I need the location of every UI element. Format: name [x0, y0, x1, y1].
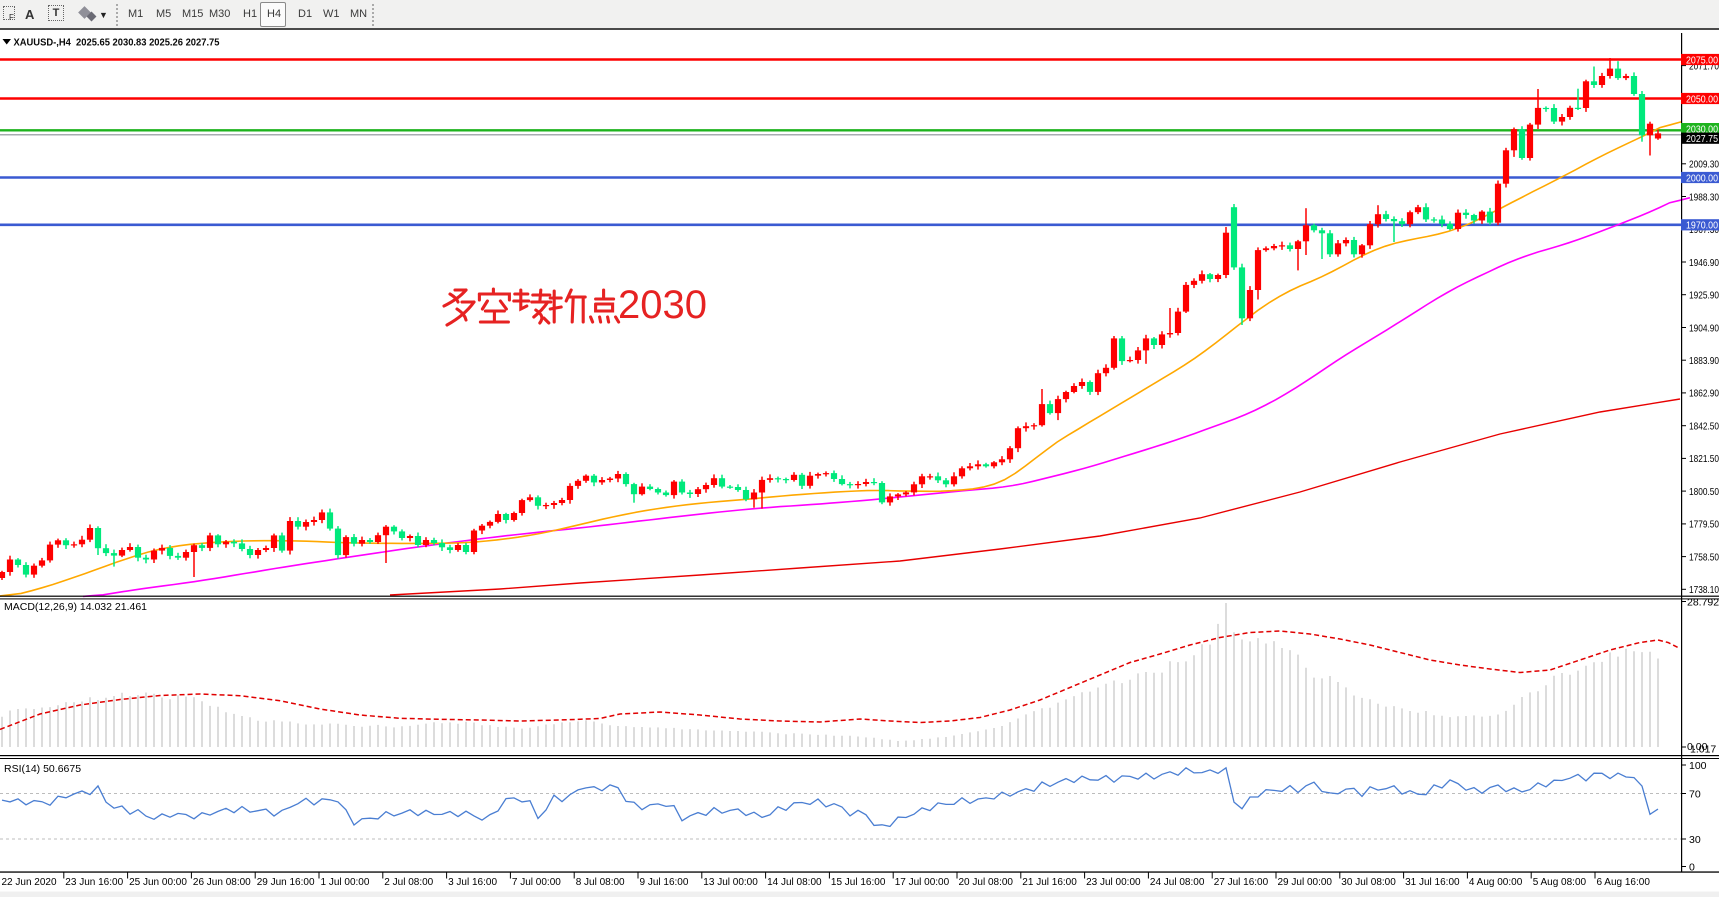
svg-text:1946.90: 1946.90 — [1689, 257, 1719, 269]
svg-text:1.017: 1.017 — [1690, 744, 1716, 756]
svg-text:1883.90: 1883.90 — [1689, 355, 1719, 367]
svg-text:23 Jul 00:00: 23 Jul 00:00 — [1086, 877, 1141, 888]
svg-text:26 Jun 08:00: 26 Jun 08:00 — [193, 877, 251, 888]
svg-text:1738.10: 1738.10 — [1689, 584, 1719, 596]
svg-text:2030: 2030 — [618, 283, 707, 327]
svg-text:30 Jul 08:00: 30 Jul 08:00 — [1341, 877, 1396, 888]
svg-text:0.00: 0.00 — [1687, 741, 1708, 753]
svg-text:0: 0 — [1689, 861, 1695, 873]
svg-text:30: 30 — [1689, 834, 1701, 846]
svg-text:24 Jul 08:00: 24 Jul 08:00 — [1150, 877, 1205, 888]
svg-text:2075.00: 2075.00 — [1686, 54, 1718, 66]
svg-text:RSI(14) 50.6675: RSI(14) 50.6675 — [4, 763, 81, 775]
svg-text:31 Jul 16:00: 31 Jul 16:00 — [1405, 877, 1460, 888]
svg-text:21 Jul 16:00: 21 Jul 16:00 — [1022, 877, 1077, 888]
svg-text:20 Jul 08:00: 20 Jul 08:00 — [959, 877, 1014, 888]
svg-text:70: 70 — [1689, 788, 1701, 800]
svg-text:25 Jun 00:00: 25 Jun 00:00 — [129, 877, 187, 888]
svg-text:29 Jul 00:00: 29 Jul 00:00 — [1278, 877, 1333, 888]
svg-text:1925.90: 1925.90 — [1689, 290, 1719, 302]
svg-text:1988.30: 1988.30 — [1689, 191, 1719, 203]
svg-text:2030.00: 2030.00 — [1686, 124, 1718, 136]
svg-text:29 Jun 16:00: 29 Jun 16:00 — [257, 877, 315, 888]
svg-text:22 Jun 2020: 22 Jun 2020 — [2, 877, 57, 888]
svg-text:4 Aug 00:00: 4 Aug 00:00 — [1469, 877, 1523, 888]
svg-text:1821.50: 1821.50 — [1689, 453, 1719, 465]
svg-text:6 Aug 16:00: 6 Aug 16:00 — [1597, 877, 1651, 888]
svg-text:7 Jul 00:00: 7 Jul 00:00 — [512, 877, 561, 888]
svg-text:2027.75: 2027.75 — [1686, 133, 1718, 145]
svg-text:MACD(12,26,9) 14.032 21.461: MACD(12,26,9) 14.032 21.461 — [4, 601, 147, 613]
svg-text:1862.90: 1862.90 — [1689, 388, 1719, 400]
svg-text:13 Jul 00:00: 13 Jul 00:00 — [703, 877, 758, 888]
svg-text:9 Jul 16:00: 9 Jul 16:00 — [640, 877, 689, 888]
svg-text:23 Jun 16:00: 23 Jun 16:00 — [65, 877, 123, 888]
svg-text:27 Jul 16:00: 27 Jul 16:00 — [1214, 877, 1269, 888]
svg-text:1904.90: 1904.90 — [1689, 322, 1719, 334]
svg-text:1 Jul 00:00: 1 Jul 00:00 — [321, 877, 370, 888]
svg-text:17 Jul 00:00: 17 Jul 00:00 — [895, 877, 950, 888]
svg-text:2050.00: 2050.00 — [1686, 93, 1718, 105]
svg-text:1842.50: 1842.50 — [1689, 421, 1719, 433]
svg-text:14 Jul 08:00: 14 Jul 08:00 — [767, 877, 822, 888]
svg-text:1970.00: 1970.00 — [1686, 220, 1718, 232]
svg-text:15 Jul 16:00: 15 Jul 16:00 — [831, 877, 886, 888]
svg-text:3 Jul 16:00: 3 Jul 16:00 — [448, 877, 497, 888]
svg-text:XAUUSD-,H4 2025.65 2030.83 20: XAUUSD-,H4 2025.65 2030.83 2025.26 2027.… — [14, 37, 220, 49]
svg-text:2009.30: 2009.30 — [1689, 159, 1719, 171]
svg-text:28.792: 28.792 — [1687, 597, 1719, 609]
svg-text:8 Jul 08:00: 8 Jul 08:00 — [576, 877, 625, 888]
svg-text:1779.50: 1779.50 — [1689, 519, 1719, 531]
svg-text:5 Aug 08:00: 5 Aug 08:00 — [1533, 877, 1587, 888]
svg-text:1800.50: 1800.50 — [1689, 486, 1719, 498]
svg-text:1758.50: 1758.50 — [1689, 551, 1719, 563]
svg-text:2000.00: 2000.00 — [1686, 172, 1718, 184]
svg-text:100: 100 — [1689, 760, 1707, 772]
svg-text:2 Jul 08:00: 2 Jul 08:00 — [384, 877, 433, 888]
